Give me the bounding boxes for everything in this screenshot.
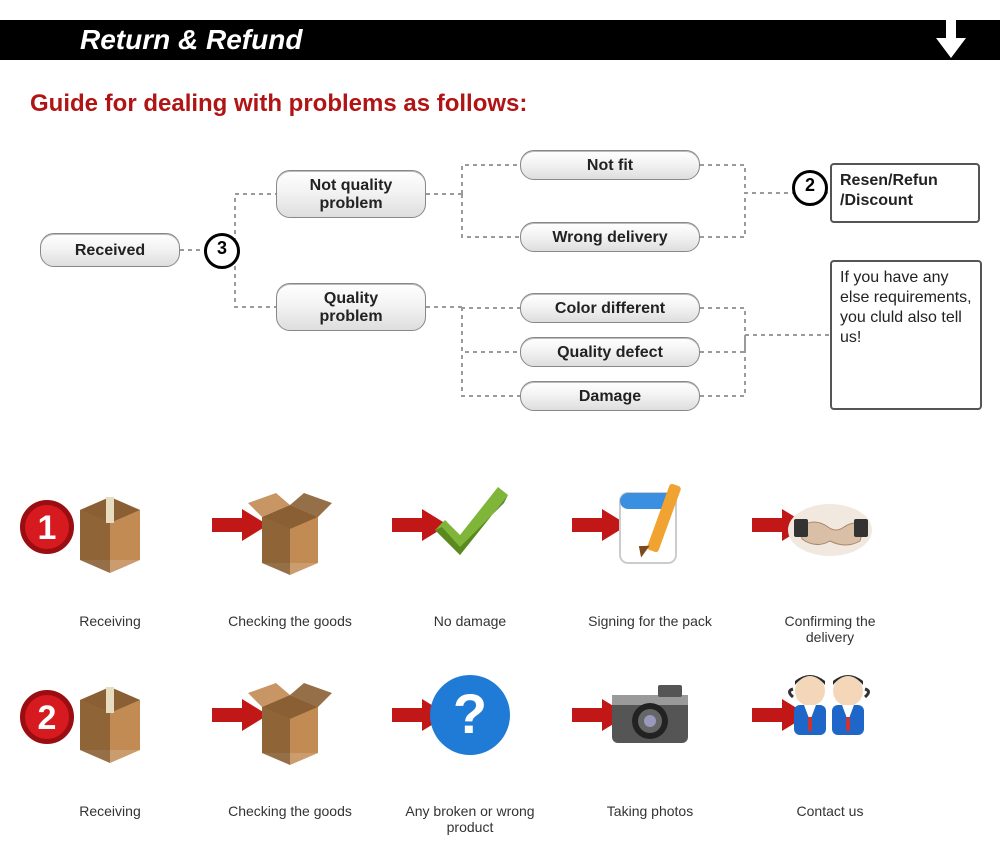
step-label: Checking the goods	[220, 613, 360, 629]
flow-badge-2: 2	[792, 170, 828, 206]
flow-node-not_quality: Not qualityproblem	[276, 170, 426, 218]
step-label: Taking photos	[580, 803, 720, 819]
question-icon: ?	[420, 665, 520, 765]
agents-icon	[780, 665, 880, 765]
down-arrow-icon	[932, 0, 970, 60]
sign-pencil-icon	[600, 475, 700, 575]
step-label: Checking the goods	[220, 803, 360, 819]
header-title: Return & Refund	[80, 20, 302, 60]
step-label: Contact us	[760, 803, 900, 819]
flow-box-note: If you have any else requirements, you c…	[830, 260, 982, 410]
step-label: Receiving	[40, 803, 180, 819]
box-open-icon	[240, 475, 340, 575]
page-canvas: Return & Refund Guide for dealing with p…	[0, 0, 1000, 841]
step-label: Signing for the pack	[580, 613, 720, 629]
svg-text:?: ?	[453, 682, 487, 745]
handshake-icon	[780, 475, 880, 575]
flow-badge-3: 3	[204, 233, 240, 269]
flow-node-quality: Qualityproblem	[276, 283, 426, 331]
flow-node-quality_defect: Quality defect	[520, 337, 700, 367]
step-label: No damage	[400, 613, 540, 629]
flow-box-resen: Resen/Refun/Discount	[830, 163, 980, 223]
step-label: Receiving	[40, 613, 180, 629]
box-closed-icon	[60, 475, 160, 575]
camera-icon	[600, 665, 700, 765]
flow-node-damage: Damage	[520, 381, 700, 411]
box-closed-icon	[60, 665, 160, 765]
step-label: Any broken or wrong product	[400, 803, 540, 835]
step-label: Confirming the delivery	[760, 613, 900, 645]
flow-node-received: Received	[40, 233, 180, 267]
flow-node-color_diff: Color different	[520, 293, 700, 323]
subtitle: Guide for dealing with problems as follo…	[30, 90, 527, 118]
flow-node-not_fit: Not fit	[520, 150, 700, 180]
box-open-icon	[240, 665, 340, 765]
flow-node-wrong_delivery: Wrong delivery	[520, 222, 700, 252]
checkmark-icon	[420, 475, 520, 575]
